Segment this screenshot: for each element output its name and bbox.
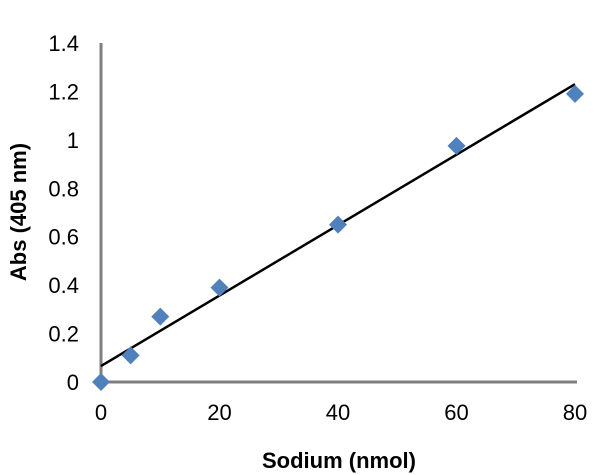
diamond-marker	[92, 373, 110, 391]
diamond-marker	[210, 278, 229, 297]
x-tick-label: 60	[444, 400, 468, 425]
y-tick-label: 0.8	[48, 176, 79, 201]
data-points	[92, 84, 584, 391]
x-axis-tick-labels: 0 20 40 60 80	[95, 400, 587, 425]
y-tick-label: 1	[67, 128, 79, 153]
x-tick-label: 20	[207, 400, 231, 425]
y-tick-label: 0.2	[48, 322, 79, 347]
diamond-marker	[447, 136, 466, 155]
y-axis-title: Abs (405 nm)	[6, 143, 31, 281]
diamond-marker	[121, 346, 140, 365]
y-tick-label: 0.6	[48, 225, 79, 250]
y-tick-label: 1.2	[48, 79, 79, 104]
diamond-marker	[151, 307, 170, 326]
x-tick-label: 0	[95, 400, 107, 425]
y-tick-label: 0	[67, 370, 79, 395]
diamond-marker	[566, 84, 584, 103]
x-tick-label: 80	[563, 400, 587, 425]
x-tick-label: 40	[326, 400, 350, 425]
y-axis-tick-labels: 0 0.2 0.4 0.6 0.8 1 1.2 1.4	[48, 31, 79, 395]
diamond-marker	[329, 215, 347, 234]
x-axis-title: Sodium (nmol)	[262, 448, 416, 473]
y-tick-label: 0.4	[48, 273, 79, 298]
y-tick-label: 1.4	[48, 31, 79, 56]
